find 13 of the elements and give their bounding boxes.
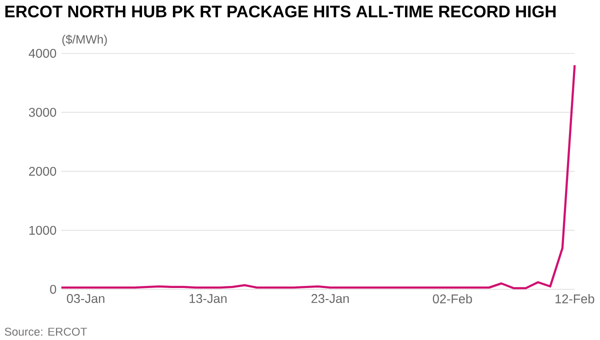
y-tick-label: 0	[50, 284, 56, 294]
x-tick-label: 23-Jan	[311, 294, 349, 304]
x-tick-label: 12-Feb	[556, 294, 594, 304]
y-tick-label: 3000	[28, 108, 56, 117]
y-tick-label: 2000	[29, 166, 56, 176]
chart-title: ERCOT NORTH HUB PK RT PACKAGE HITS ALL-TIME RECORD HIGH	[5, 6, 556, 18]
x-tick-label: 13-Jan	[190, 294, 227, 304]
y-axis-title: ($/MWh)	[62, 34, 107, 46]
source-note: Source: ERCOT	[4, 328, 87, 336]
y-tick-label: 4000	[28, 48, 56, 58]
x-tick-label: 02-Feb	[432, 294, 472, 304]
y-tick-label: 1000	[29, 226, 56, 235]
x-tick-label: 03-Jan	[66, 294, 104, 304]
